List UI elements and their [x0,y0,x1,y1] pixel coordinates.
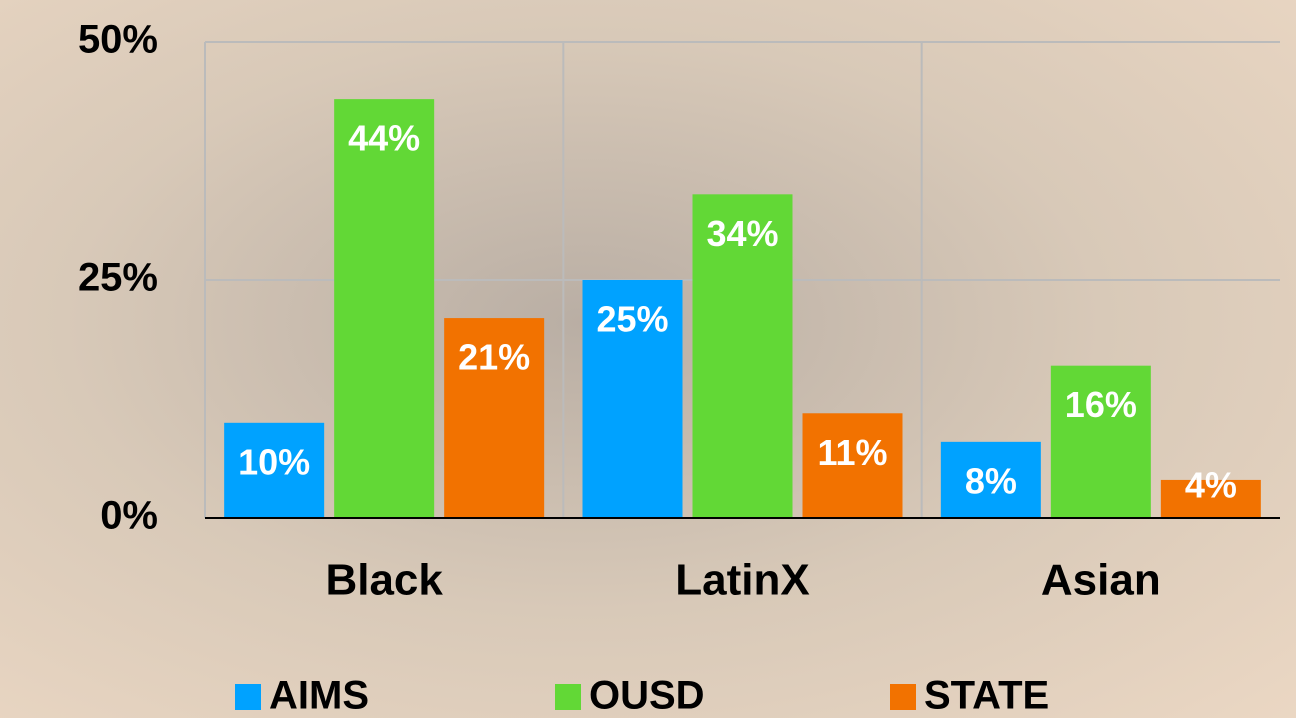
legend-label: OUSD [589,674,705,718]
legend-swatch [555,684,581,710]
chart: 0% 25% 50% Black 10% 44% 21% LatinX 25% 34% 11% Asi… [0,0,1296,718]
legend-swatch [235,684,261,710]
legend-swatch [890,684,916,710]
x-tick-label: LatinX [675,556,809,605]
data-label: 4% [1185,465,1237,506]
bar [334,99,434,518]
x-tick-label: Asian [1041,556,1161,605]
data-label: 8% [965,460,1017,501]
data-label: 25% [596,299,668,340]
data-label: 21% [458,337,530,378]
data-label: 34% [706,213,778,254]
data-label: 11% [817,432,887,473]
data-label: 44% [348,118,420,159]
legend-label: STATE [924,674,1049,718]
y-tick-label: 0% [100,494,158,538]
x-tick-label: Black [325,556,443,605]
y-tick-label: 50% [78,18,158,62]
y-tick-label: 25% [78,256,158,300]
data-label: 16% [1065,384,1137,425]
data-label: 10% [238,441,310,482]
legend-label: AIMS [269,674,369,718]
